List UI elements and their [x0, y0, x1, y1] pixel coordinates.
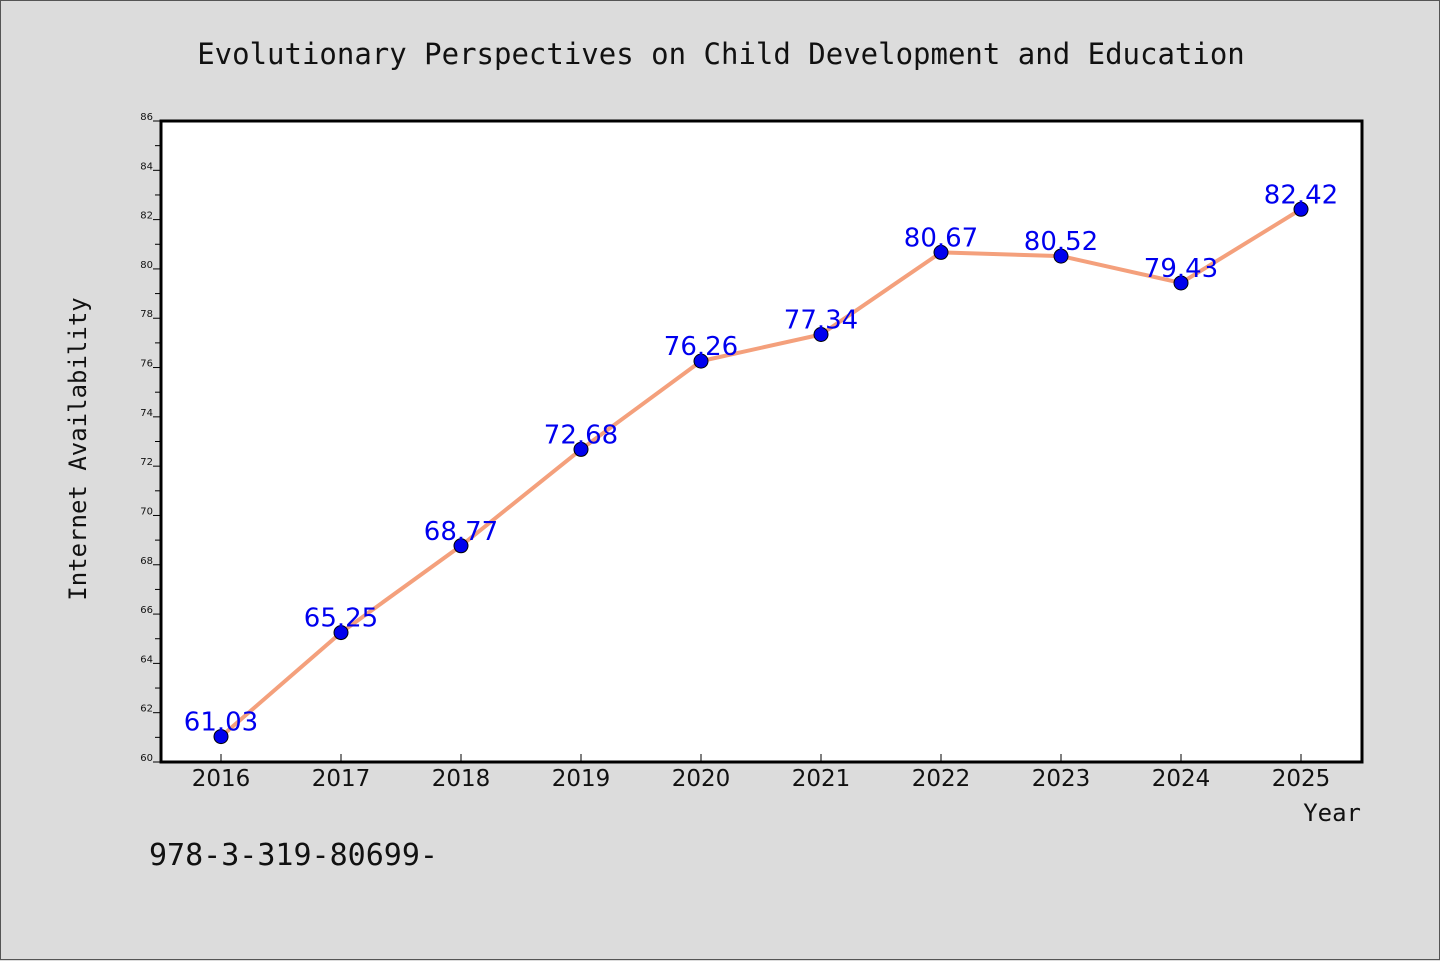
y-tick-label: 86	[140, 112, 153, 123]
y-tick-label: 80	[140, 260, 153, 271]
chart-title: Evolutionary Perspectives on Child Devel…	[197, 37, 1245, 71]
y-axis-label: Internet Availability	[64, 297, 92, 600]
data-point	[1293, 201, 1309, 217]
data-label: 77.34	[784, 306, 858, 336]
data-label: 79.43	[1144, 254, 1218, 284]
data-label: 72.68	[544, 420, 618, 450]
x-tick-label: 2023	[1032, 766, 1091, 792]
x-axis: 2016 2017 2018 2019 2020 2021 2022 2023 2024 2025	[192, 754, 1331, 792]
data-point	[1053, 248, 1069, 264]
x-tick-label: 2025	[1272, 766, 1331, 792]
x-tick-label: 2020	[672, 766, 731, 792]
data-label: 61.03	[184, 708, 258, 738]
x-tick-label: 2019	[552, 766, 611, 792]
y-tick-label: 72	[140, 457, 153, 468]
y-tick-label: 70	[140, 506, 153, 517]
y-tick-label: 66	[140, 605, 153, 616]
data-label: 65.25	[304, 604, 378, 634]
plot-area	[159, 119, 1364, 764]
y-tick-label: 60	[140, 753, 153, 764]
x-tick-label: 2021	[792, 766, 851, 792]
x-tick-label: 2016	[192, 766, 251, 792]
y-tick-label: 82	[140, 211, 153, 222]
data-label: 80.52	[1024, 227, 1098, 257]
x-axis-label: Year	[1303, 799, 1361, 827]
x-tick-label: 2022	[912, 766, 971, 792]
y-tick-label: 78	[140, 309, 153, 320]
y-tick-label: 62	[140, 704, 153, 715]
x-tick-label: 2017	[312, 766, 371, 792]
y-tick-label: 64	[140, 654, 153, 665]
data-label-layer: 61.03 65.25 68.77 72.68 76.26 77.34 80.67 80.52…	[184, 180, 1338, 737]
series-layer	[213, 201, 1309, 745]
y-tick-label: 84	[140, 161, 153, 172]
series-line	[219, 207, 1303, 739]
x-tick-label: 2018	[432, 766, 491, 792]
data-label: 76.26	[664, 332, 738, 362]
y-axis: 60 62 64 66 68 70 72 74 76 78 80 82 84 86	[140, 112, 162, 764]
data-point	[813, 327, 829, 343]
data-point	[333, 625, 349, 641]
data-label: 82.42	[1264, 180, 1338, 210]
footer-isbn-text: 978-3-319-80699-	[149, 838, 438, 873]
y-tick-label: 68	[140, 556, 153, 567]
data-point	[573, 441, 589, 457]
data-point	[1173, 275, 1189, 291]
data-point	[453, 538, 469, 554]
data-point	[693, 353, 709, 369]
data-point	[213, 729, 229, 745]
y-tick-label: 74	[140, 408, 153, 419]
data-label: 68.77	[424, 517, 498, 547]
y-tick-label: 76	[140, 359, 153, 370]
data-point	[933, 244, 949, 260]
x-tick-label: 2024	[1152, 766, 1211, 792]
data-label: 80.67	[904, 223, 978, 253]
